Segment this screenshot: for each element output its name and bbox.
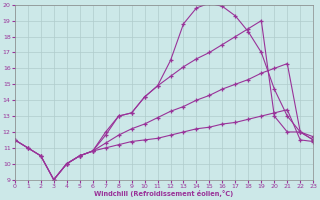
- X-axis label: Windchill (Refroidissement éolien,°C): Windchill (Refroidissement éolien,°C): [94, 190, 234, 197]
